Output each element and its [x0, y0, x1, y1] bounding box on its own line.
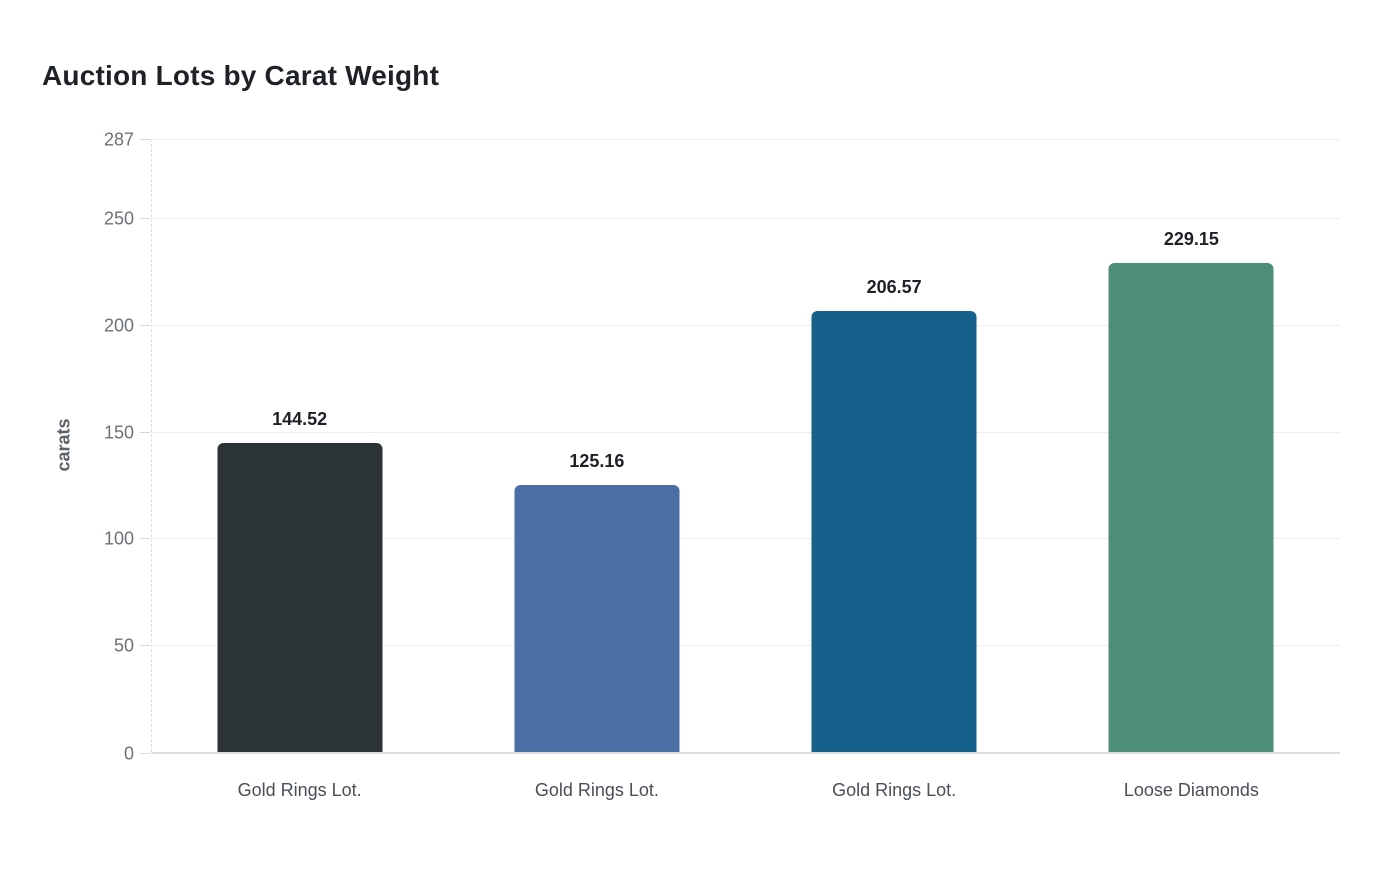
- y-axis-tick-label: 287: [103, 129, 134, 150]
- bar: [217, 443, 383, 752]
- x-axis-label: Gold Rings Lot.: [237, 780, 362, 800]
- bar-slot: 125.16 Gold Rings Lot.: [448, 139, 745, 800]
- bar: [811, 310, 977, 752]
- y-axis-tick-mark: [140, 324, 150, 326]
- x-axis-label: Loose Diamonds: [1123, 780, 1259, 800]
- bar: [1108, 262, 1274, 752]
- y-axis-tick-mark: [140, 538, 150, 540]
- y-axis-tick-label: 50: [113, 635, 134, 656]
- gridline: 287: [104, 130, 1340, 150]
- y-axis-tick-mark: [140, 431, 150, 433]
- bar-value-label: 206.57: [866, 276, 922, 297]
- gridline: 50: [114, 636, 1340, 656]
- gridline: 0: [124, 744, 1340, 764]
- y-axis-tick-label: 200: [103, 315, 134, 336]
- bar-slot: 229.15 Loose Diamonds: [1043, 139, 1340, 800]
- y-axis-tick-label: 100: [103, 528, 134, 549]
- plot-area: 287 250 200 150 100 50 0 144.52 Gold Rings Lot.…: [104, 130, 1340, 800]
- bar: [514, 484, 680, 752]
- chart-title: Auction Lots by Carat Weight: [42, 60, 440, 91]
- y-axis-tick-mark: [140, 139, 150, 140]
- y-axis-tick-mark: [140, 753, 150, 754]
- y-axis-line: [151, 139, 152, 752]
- y-axis-tick-label: 0: [123, 743, 134, 764]
- bar-value-label: 125.16: [569, 450, 625, 471]
- gridline: 100: [104, 529, 1340, 549]
- y-axis-tick-mark: [140, 645, 150, 647]
- y-axis-tick-label: 150: [103, 422, 134, 443]
- bar-value-label: 144.52: [272, 409, 328, 430]
- bar-slot: 144.52 Gold Rings Lot.: [151, 139, 448, 800]
- y-axis-tick-mark: [140, 218, 150, 220]
- x-axis-label: Gold Rings Lot.: [832, 780, 957, 800]
- bar-value-label: 229.15: [1163, 228, 1219, 249]
- y-axis-tick-label: 250: [103, 208, 134, 229]
- gridline: 250: [104, 209, 1340, 229]
- x-axis-label: Gold Rings Lot.: [534, 780, 659, 800]
- gridline: 200: [104, 315, 1340, 335]
- bar-slot: 206.57 Gold Rings Lot.: [746, 139, 1043, 800]
- bars-layer: 144.52 Gold Rings Lot. 125.16 Gold Rings Lo…: [151, 139, 1340, 800]
- gridline: 150: [104, 422, 1340, 442]
- y-axis-title: carats: [53, 418, 74, 472]
